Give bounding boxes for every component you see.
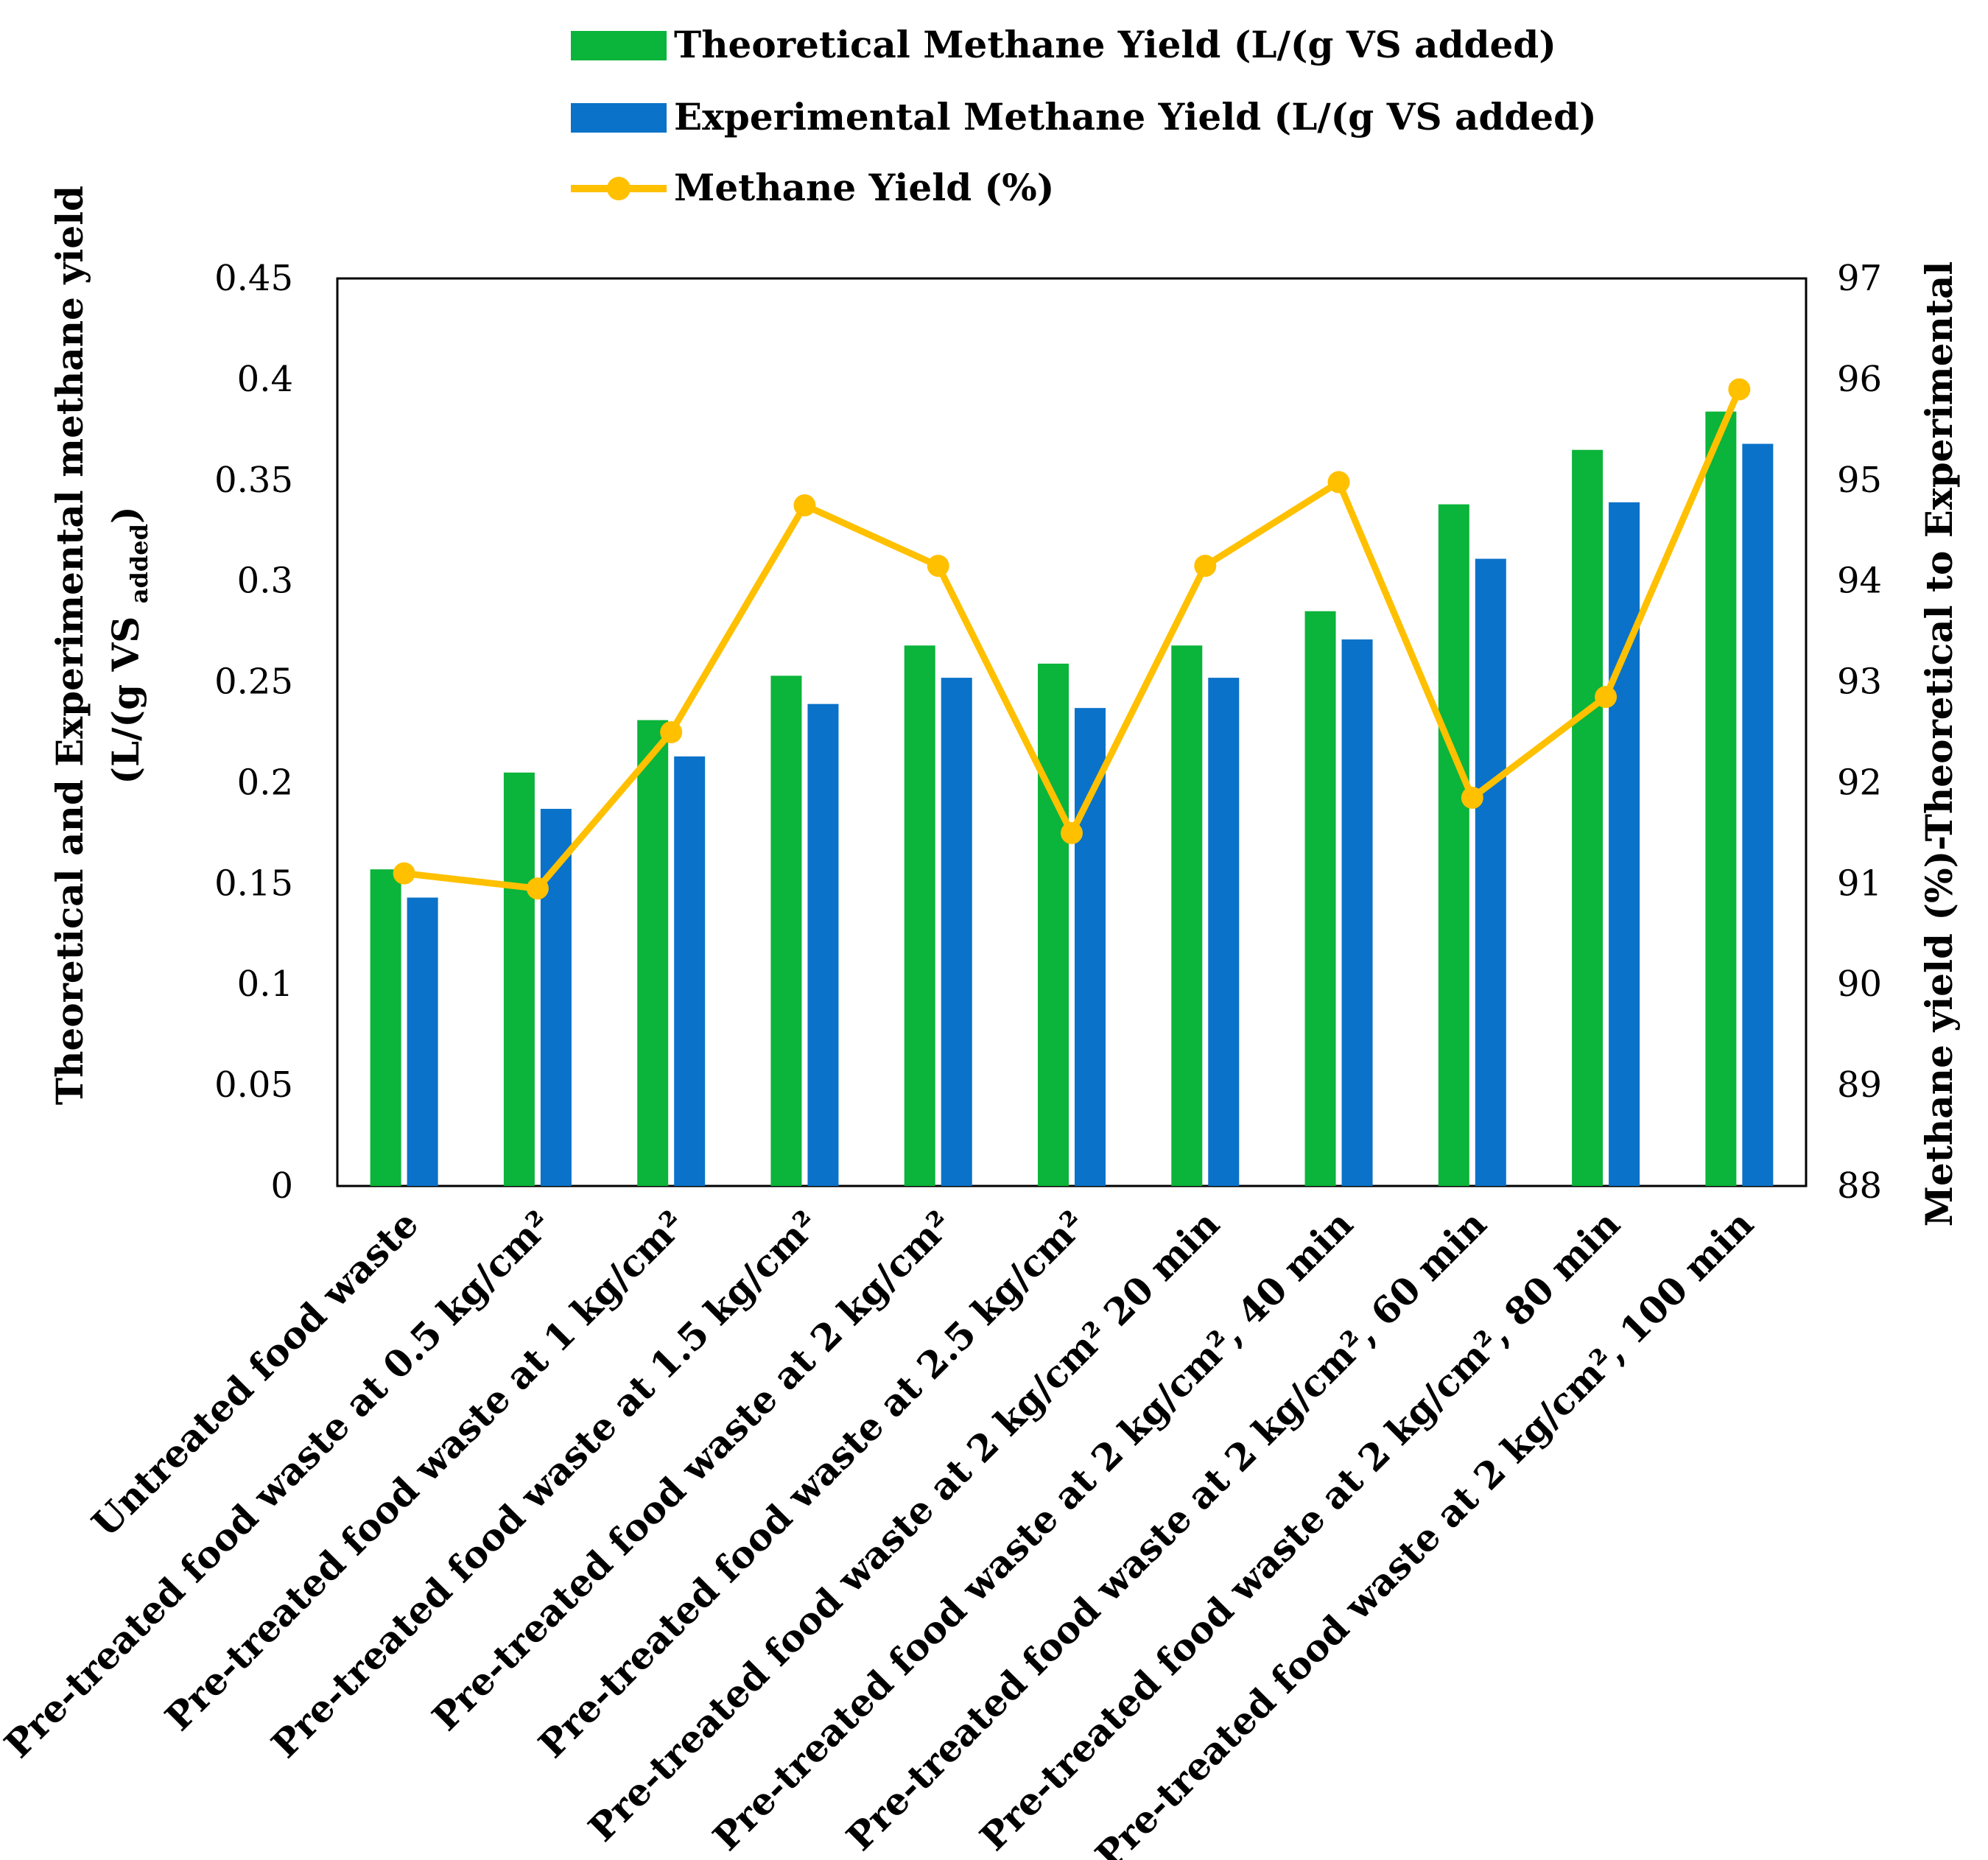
- legend: Theoretical Methane Yield (L/(g VS added…: [571, 23, 1597, 209]
- bar-theoretical: [1171, 645, 1203, 1186]
- methane-yield-point: [393, 862, 415, 885]
- methane-yield-point: [1061, 821, 1083, 844]
- methane-yield-point: [660, 721, 683, 743]
- bar-theoretical: [770, 675, 802, 1186]
- bar-experimental: [1075, 708, 1106, 1186]
- y-tick-label: 0.2: [237, 762, 293, 803]
- y2-tick-label: 93: [1837, 661, 1882, 703]
- bar-theoretical: [503, 772, 535, 1186]
- legend-label-experimental: Experimental Methane Yield (L/(g VS adde…: [674, 95, 1597, 138]
- plot-area: [336, 277, 1808, 1187]
- methane-yield-point: [526, 877, 549, 900]
- bar-experimental: [674, 756, 706, 1186]
- y-tick-label: 0.1: [237, 964, 293, 1005]
- y2-tick-label: 94: [1837, 561, 1882, 602]
- methane-yield-point: [1327, 471, 1350, 494]
- y-axis-left-title: Theoretical and Experimental methane yie…: [48, 186, 153, 1105]
- plot-frame: [336, 277, 1808, 1187]
- bar-theoretical: [904, 645, 935, 1186]
- x-category-label: Pre-treated food waste at 2 kg/cm², 80 m…: [972, 1202, 1629, 1859]
- y-tick-label: 0.25: [214, 661, 293, 703]
- bar-theoretical: [1438, 504, 1469, 1186]
- bar-theoretical: [1572, 449, 1604, 1186]
- y-axis-left-title-unit: (L/(g VS: [104, 603, 147, 784]
- x-category-label: Pre-treated food waste at 2 kg/cm², 40 m…: [704, 1202, 1361, 1859]
- bar-experimental: [1742, 443, 1774, 1186]
- y-tick-label: 0: [270, 1165, 293, 1207]
- bar-theoretical: [1038, 663, 1069, 1186]
- x-category-label: Pre-treated food waste at 2 kg/cm², 60 m…: [838, 1202, 1495, 1859]
- bar-experimental: [1609, 502, 1640, 1186]
- y-tick-label: 0.3: [237, 561, 293, 602]
- methane-yield-point: [1595, 686, 1618, 709]
- legend-swatch-experimental: [571, 103, 667, 133]
- bar-experimental: [941, 678, 972, 1186]
- bar-experimental: [1208, 678, 1240, 1186]
- legend-marker-methane-yield: [607, 177, 631, 200]
- y2-tick-label: 89: [1837, 1064, 1882, 1106]
- bar-experimental: [807, 703, 839, 1186]
- y2-tick-label: 91: [1837, 863, 1882, 904]
- bar-experimental: [1475, 558, 1506, 1186]
- y-axis-left-ticks: 0 0.05 0.1 0.15 0.2 0.25 0.3 0.35 0.4 0.45: [214, 258, 293, 1207]
- methane-yield-point: [1461, 786, 1483, 809]
- y2-tick-label: 96: [1837, 359, 1882, 400]
- y-axis-left-title-subscript: added: [125, 524, 153, 603]
- y2-tick-label: 90: [1837, 964, 1882, 1005]
- y-axis-left-title-line1: Theoretical and Experimental methane yie…: [48, 186, 91, 1105]
- legend-swatch-theoretical: [571, 31, 667, 60]
- y-tick-label: 0.35: [214, 460, 293, 501]
- y2-tick-label: 97: [1837, 258, 1882, 299]
- y-axis-right-ticks: 88 89 90 91 92 93 94 95 96 97: [1837, 258, 1882, 1207]
- legend-label-theoretical: Theoretical Methane Yield (L/(g VS added…: [674, 23, 1556, 66]
- methane-yield-point: [1194, 555, 1217, 578]
- y-tick-label: 0.15: [214, 863, 293, 904]
- y2-tick-label: 95: [1837, 460, 1882, 501]
- y-axis-left-title-close: ): [104, 506, 147, 524]
- legend-label-methane-yield: Methane Yield (%): [674, 166, 1054, 209]
- bar-theoretical: [1304, 611, 1336, 1186]
- bar-theoretical: [370, 869, 401, 1186]
- x-category-label: Pre-treated food waste at 2 kg/cm² 20 mi…: [580, 1202, 1227, 1850]
- y-tick-label: 0.05: [214, 1064, 293, 1106]
- methane-yield-point: [1728, 378, 1751, 401]
- bar-experimental: [407, 897, 438, 1186]
- y2-tick-label: 92: [1837, 762, 1882, 803]
- bar-theoretical: [637, 720, 669, 1186]
- y2-tick-label: 88: [1837, 1165, 1882, 1207]
- y-tick-label: 0.4: [237, 359, 293, 400]
- bar-experimental: [1341, 639, 1373, 1186]
- y-tick-label: 0.45: [214, 258, 293, 299]
- bar-theoretical: [1705, 411, 1737, 1186]
- methane-yield-point: [793, 494, 816, 516]
- y-axis-right-title: Methane yield (%)-Theoretical to Experim…: [1917, 262, 1961, 1227]
- y-axis-left-title-line2: (L/(g VS added): [104, 506, 153, 784]
- methane-yield-point: [927, 555, 949, 578]
- methane-yield-line: [404, 387, 1743, 892]
